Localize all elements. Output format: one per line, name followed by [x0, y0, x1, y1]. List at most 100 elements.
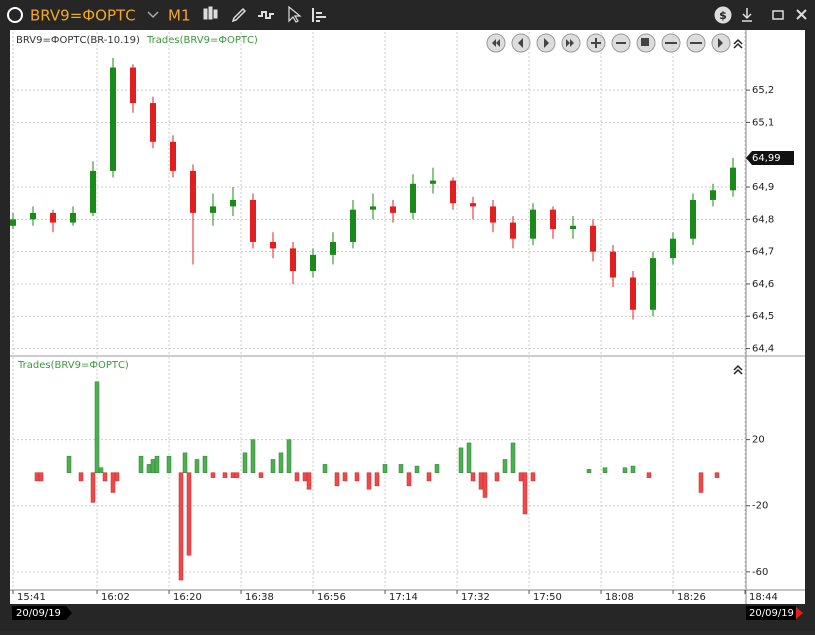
candle-body — [310, 254, 316, 272]
candle-body — [210, 206, 216, 213]
bar — [398, 464, 404, 473]
bar — [306, 472, 312, 490]
y-tick-label: 64,9 — [752, 182, 774, 193]
y-tick-label: 20 — [752, 435, 765, 446]
candle-body — [330, 241, 336, 255]
bar — [630, 465, 636, 473]
y-tick-label: 65,2 — [752, 85, 774, 96]
bar — [466, 442, 472, 473]
bar — [482, 472, 488, 498]
candle-body — [110, 67, 116, 171]
end-arrow[interactable] — [796, 607, 803, 619]
last-price-label: 64,99 — [752, 153, 781, 164]
y-tick-label: 64,7 — [752, 247, 774, 258]
bar — [334, 472, 340, 487]
bar — [210, 472, 216, 478]
bar — [250, 439, 256, 473]
x-tick-label: 16:56 — [317, 592, 346, 603]
candle-body — [230, 199, 236, 207]
candle-body — [650, 258, 656, 310]
bar — [698, 472, 704, 493]
chart-title: BRV9=ФОРТС(BR-10.19) — [16, 35, 140, 46]
candle-body — [50, 212, 56, 223]
bar — [434, 464, 440, 473]
timeframe[interactable]: M1 — [168, 7, 191, 25]
start-date: 20/09/19 — [16, 608, 61, 619]
x-tick-label: 17:50 — [533, 592, 562, 603]
tool-icons[interactable] — [203, 5, 807, 24]
bar — [202, 455, 208, 473]
bar — [646, 472, 652, 478]
bar — [342, 472, 348, 482]
y-tick-label: 64,4 — [752, 344, 774, 355]
candle-body — [490, 206, 496, 223]
candle-body — [70, 212, 76, 223]
bar — [138, 455, 144, 473]
bar — [478, 472, 484, 490]
candle-body — [710, 190, 716, 200]
bar — [234, 472, 240, 478]
x-tick-label: 16:20 — [173, 592, 202, 603]
bar — [518, 472, 524, 482]
candle-body — [450, 180, 456, 204]
candle-body — [530, 209, 536, 239]
bar — [222, 472, 228, 478]
candle-body — [390, 206, 396, 213]
candle-body — [170, 141, 176, 171]
end-date: 20/09/19 — [749, 608, 794, 619]
candle-body — [510, 222, 516, 239]
collapse-bottom[interactable] — [733, 364, 743, 375]
candle-body — [30, 212, 36, 220]
candle-body — [570, 225, 576, 230]
bar — [278, 452, 284, 473]
bar — [102, 472, 108, 482]
bar — [470, 472, 476, 482]
y-tick-label: 65,1 — [752, 117, 774, 128]
y-tick-label: 64,5 — [752, 311, 774, 322]
bar — [242, 452, 248, 473]
overlay-label: Trades(BRV9=ФОРТС) — [146, 35, 258, 46]
bar — [114, 472, 120, 482]
bar — [182, 452, 188, 473]
bar — [34, 472, 40, 482]
bar — [426, 472, 432, 482]
candle-body — [370, 206, 376, 210]
bar — [622, 467, 628, 473]
y-tick-label: -60 — [752, 567, 768, 578]
dropdown[interactable] — [147, 11, 159, 19]
bar — [66, 455, 72, 473]
bar — [186, 472, 192, 556]
candle-body — [670, 238, 676, 259]
candle-body — [610, 251, 616, 278]
bar — [714, 472, 720, 478]
bar — [98, 467, 104, 473]
status-icon[interactable] — [7, 7, 23, 23]
bar — [194, 459, 200, 473]
last-price-box — [746, 150, 794, 165]
collapse-top[interactable] — [733, 38, 743, 49]
candle-body — [150, 103, 156, 142]
bar — [374, 472, 380, 487]
bar — [38, 472, 44, 482]
bar — [322, 464, 328, 473]
x-tick-label: 16:38 — [245, 592, 274, 603]
candle-body — [470, 203, 476, 207]
candle-body — [10, 219, 16, 226]
symbol[interactable]: BRV9=ФОРТС — [30, 7, 136, 25]
start-date-box — [12, 606, 72, 620]
candle-body — [350, 209, 356, 242]
bar — [530, 472, 536, 482]
x-tick-label: 18:08 — [605, 592, 634, 603]
bar — [522, 472, 528, 515]
bar — [78, 472, 84, 482]
bar — [354, 472, 360, 482]
bar — [366, 472, 372, 490]
bar — [602, 467, 608, 473]
candle-body — [690, 199, 696, 239]
candle-body — [190, 170, 196, 213]
chart-area — [10, 30, 805, 604]
bar — [510, 442, 516, 473]
x-tick-label: 17:14 — [389, 592, 418, 603]
x-tick-label: 18:44 — [749, 592, 778, 603]
